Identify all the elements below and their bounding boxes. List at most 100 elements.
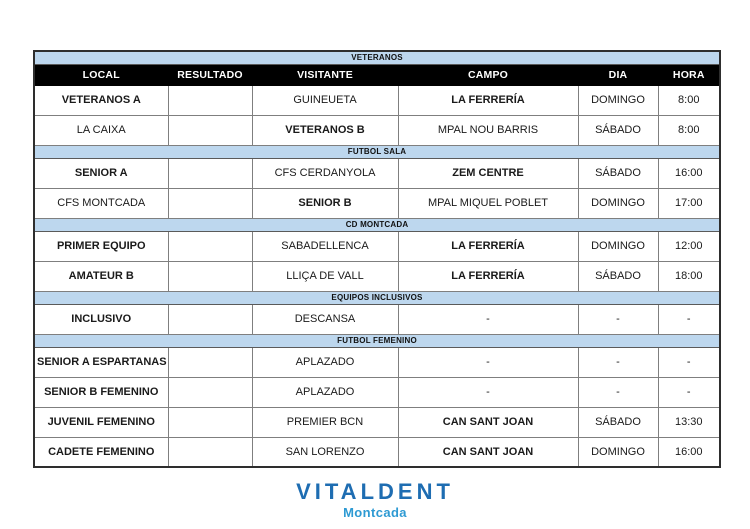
cell-campo: CAN SANT JOAN xyxy=(397,406,579,438)
column-header-resultado: RESULTADO xyxy=(167,63,253,86)
section-row: FUTBOL FEMENINO xyxy=(33,333,721,348)
fixtures-table: VETERANOS LOCAL RESULTADO VISITANTE CAMPO DIA… xyxy=(33,50,722,468)
cell-campo: LA FERRERÍA xyxy=(397,230,579,262)
cell-local: CADETE FEMENINO xyxy=(33,436,169,468)
cell-resultado xyxy=(167,84,253,116)
cell-dia: SÁBADO xyxy=(577,260,659,292)
vitaldent-logo-subtitle: Montcada xyxy=(343,505,407,520)
cell-campo: CAN SANT JOAN xyxy=(397,436,579,468)
fixtures-table-body: VETERANOS LOCAL RESULTADO VISITANTE CAMPO DIA… xyxy=(33,50,721,468)
fixture-row: SENIOR B FEMENINO APLAZADO - - - xyxy=(33,376,721,408)
cell-resultado xyxy=(167,187,253,219)
cell-dia: DOMINGO xyxy=(577,187,659,219)
cell-visitante: DESCANSA xyxy=(251,303,399,335)
cell-dia: SÁBADO xyxy=(577,114,659,146)
cell-dia: DOMINGO xyxy=(577,230,659,262)
cell-campo: - xyxy=(397,303,579,335)
vitaldent-logo: VITALDENT xyxy=(296,479,454,504)
cell-hora: 12:00 xyxy=(657,230,721,262)
cell-resultado xyxy=(167,303,253,335)
section-title: VETERANOS xyxy=(33,50,721,65)
fixture-row: INCLUSIVO DESCANSA - - - xyxy=(33,303,721,335)
cell-local: CFS MONTCADA xyxy=(33,187,169,219)
cell-dia: DOMINGO xyxy=(577,436,659,468)
cell-dia: - xyxy=(577,346,659,378)
section-title: EQUIPOS INCLUSIVOS xyxy=(33,290,721,305)
cell-dia: - xyxy=(577,376,659,408)
cell-dia: - xyxy=(577,303,659,335)
column-header-campo: CAMPO xyxy=(397,63,579,86)
section-row: FUTBOL SALA xyxy=(33,144,721,159)
cell-resultado xyxy=(167,230,253,262)
section-row: EQUIPOS INCLUSIVOS xyxy=(33,290,721,305)
cell-local: INCLUSIVO xyxy=(33,303,169,335)
fixture-row: CFS MONTCADA SENIOR B MPAL MIQUEL POBLET DO… xyxy=(33,187,721,219)
fixture-row: AMATEUR B LLIÇA DE VALL LA FERRERÍA SÁBADO 1… xyxy=(33,260,721,292)
cell-hora: 8:00 xyxy=(657,114,721,146)
column-header-local: LOCAL xyxy=(33,63,169,86)
cell-visitante: SENIOR B xyxy=(251,187,399,219)
column-header-visitante: VISITANTE xyxy=(251,63,399,86)
cell-local: SENIOR A ESPARTANAS xyxy=(33,346,169,378)
cell-dia: SÁBADO xyxy=(577,406,659,438)
cell-campo: ZEM CENTRE xyxy=(397,157,579,189)
cell-visitante: CFS CERDANYOLA xyxy=(251,157,399,189)
cell-hora: 18:00 xyxy=(657,260,721,292)
cell-dia: DOMINGO xyxy=(577,84,659,116)
section-title: FUTBOL FEMENINO xyxy=(33,333,721,348)
cell-visitante: APLAZADO xyxy=(251,346,399,378)
cell-resultado xyxy=(167,260,253,292)
section-row: VETERANOS xyxy=(33,50,721,65)
cell-hora: 16:00 xyxy=(657,436,721,468)
cell-visitante: PREMIER BCN xyxy=(251,406,399,438)
cell-local: SENIOR B FEMENINO xyxy=(33,376,169,408)
fixture-row: SENIOR A ESPARTANAS APLAZADO - - - xyxy=(33,346,721,378)
cell-local: AMATEUR B xyxy=(33,260,169,292)
cell-resultado xyxy=(167,346,253,378)
cell-campo: LA FERRERÍA xyxy=(397,260,579,292)
cell-campo: - xyxy=(397,346,579,378)
fixture-row: SENIOR A CFS CERDANYOLA ZEM CENTRE SÁBADO 16… xyxy=(33,157,721,189)
cell-resultado xyxy=(167,114,253,146)
cell-hora: 13:30 xyxy=(657,406,721,438)
cell-hora: - xyxy=(657,303,721,335)
section-title: FUTBOL SALA xyxy=(33,144,721,159)
fixture-row: PRIMER EQUIPO SABADELLENCA LA FERRERÍA DOMI… xyxy=(33,230,721,262)
cell-hora: 16:00 xyxy=(657,157,721,189)
section-row: CD MONTCADA xyxy=(33,217,721,232)
section-title: CD MONTCADA xyxy=(33,217,721,232)
cell-dia: SÁBADO xyxy=(577,157,659,189)
cell-hora: - xyxy=(657,376,721,408)
cell-hora: 8:00 xyxy=(657,84,721,116)
cell-visitante: SAN LORENZO xyxy=(251,436,399,468)
cell-local: JUVENIL FEMENINO xyxy=(33,406,169,438)
cell-local: PRIMER EQUIPO xyxy=(33,230,169,262)
sponsor-footer: VITALDENT Montcada xyxy=(0,479,750,520)
cell-visitante: VETERANOS B xyxy=(251,114,399,146)
cell-local: SENIOR A xyxy=(33,157,169,189)
fixture-row: LA CAIXA VETERANOS B MPAL NOU BARRIS SÁBADO… xyxy=(33,114,721,146)
cell-campo: LA FERRERÍA xyxy=(397,84,579,116)
cell-visitante: APLAZADO xyxy=(251,376,399,408)
cell-resultado xyxy=(167,157,253,189)
cell-hora: 17:00 xyxy=(657,187,721,219)
cell-visitante: GUINEUETA xyxy=(251,84,399,116)
cell-local: LA CAIXA xyxy=(33,114,169,146)
cell-campo: - xyxy=(397,376,579,408)
cell-resultado xyxy=(167,376,253,408)
column-header-row: LOCAL RESULTADO VISITANTE CAMPO DIA HORA xyxy=(33,63,721,86)
column-header-dia: DIA xyxy=(577,63,659,86)
fixture-row: VETERANOS A GUINEUETA LA FERRERÍA DOMINGO 8:… xyxy=(33,84,721,116)
cell-resultado xyxy=(167,436,253,468)
fixture-row: JUVENIL FEMENINO PREMIER BCN CAN SANT JOAN… xyxy=(33,406,721,438)
cell-visitante: LLIÇA DE VALL xyxy=(251,260,399,292)
cell-hora: - xyxy=(657,346,721,378)
cell-resultado xyxy=(167,406,253,438)
cell-visitante: SABADELLENCA xyxy=(251,230,399,262)
column-header-hora: HORA xyxy=(657,63,721,86)
fixture-row: CADETE FEMENINO SAN LORENZO CAN SANT JOAN D… xyxy=(33,436,721,468)
cell-local: VETERANOS A xyxy=(33,84,169,116)
cell-campo: MPAL MIQUEL POBLET xyxy=(397,187,579,219)
cell-campo: MPAL NOU BARRIS xyxy=(397,114,579,146)
